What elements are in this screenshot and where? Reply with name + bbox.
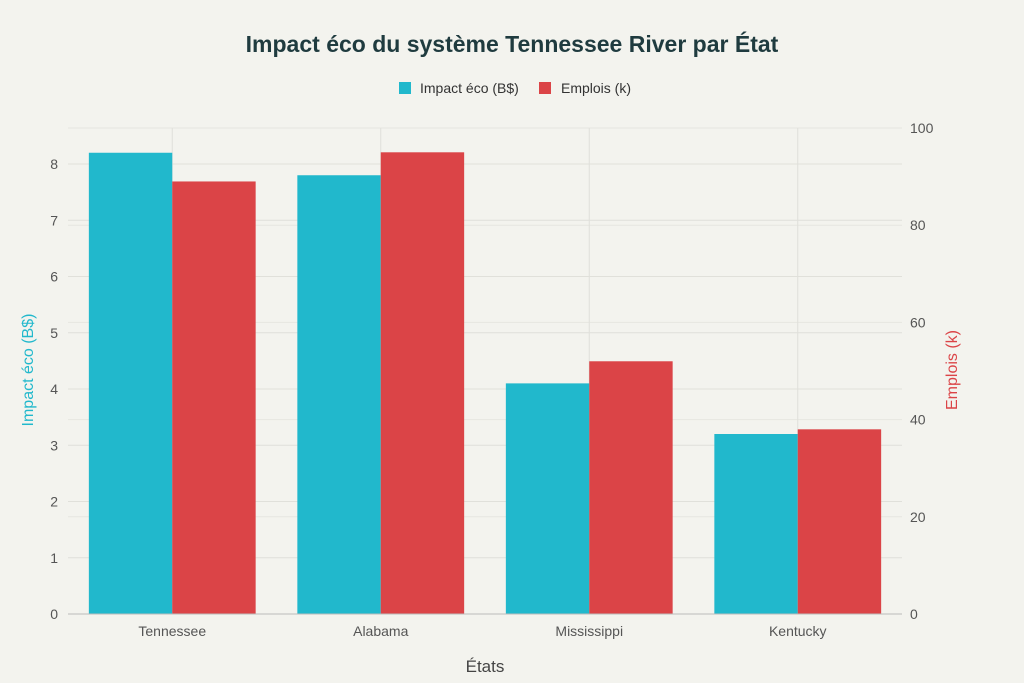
y-left-tick-label: 8 xyxy=(50,156,58,172)
x-axis-title: États xyxy=(466,657,505,676)
bar-impact-kentucky xyxy=(714,434,798,614)
y-right-tick-label: 0 xyxy=(910,606,918,622)
x-tick-label: Alabama xyxy=(353,623,408,639)
bar-emplois-tennessee xyxy=(172,181,256,614)
legend-label-impact: Impact éco (B$) xyxy=(420,80,519,96)
y-axis-left-title: Impact éco (B$) xyxy=(20,314,37,427)
y-axis-right-ticks: 0 20 40 60 80 100 xyxy=(910,120,934,622)
y-axis-left-ticks: 0 1 2 3 4 5 6 7 8 xyxy=(50,156,58,622)
bar-impact-mississippi xyxy=(505,383,590,614)
legend-swatch-impact xyxy=(399,82,411,94)
bar-impact-tennessee xyxy=(88,152,173,614)
y-right-tick-label: 100 xyxy=(910,120,934,136)
x-tick-label: Tennessee xyxy=(138,623,206,639)
y-left-tick-label: 2 xyxy=(50,494,58,510)
y-left-tick-label: 3 xyxy=(50,437,58,453)
y-left-tick-label: 5 xyxy=(50,325,58,341)
x-tick-label: Mississippi xyxy=(555,623,623,639)
chart-title: Impact éco du système Tennessee River pa… xyxy=(246,30,779,57)
y-right-tick-label: 80 xyxy=(910,217,926,233)
bars xyxy=(88,152,882,615)
bar-emplois-mississippi xyxy=(589,361,673,614)
y-left-tick-label: 1 xyxy=(50,550,58,566)
bar-emplois-kentucky xyxy=(797,429,882,614)
y-left-tick-label: 6 xyxy=(50,269,58,285)
legend: Impact éco (B$) Emplois (k) xyxy=(399,80,631,96)
y-right-tick-label: 20 xyxy=(910,509,926,525)
y-left-tick-label: 0 xyxy=(50,606,58,622)
x-tick-label: Kentucky xyxy=(769,623,827,639)
x-axis-ticks: Tennessee Alabama Mississippi Kentucky xyxy=(138,623,826,639)
y-axis-right-title: Emplois (k) xyxy=(944,330,961,410)
bar-emplois-alabama xyxy=(380,152,465,615)
bar-impact-alabama xyxy=(297,175,381,614)
legend-swatch-emplois xyxy=(539,82,551,94)
y-right-tick-label: 60 xyxy=(910,314,926,330)
y-left-tick-label: 7 xyxy=(50,212,58,228)
y-right-tick-label: 40 xyxy=(910,412,926,428)
legend-label-emplois: Emplois (k) xyxy=(561,80,631,96)
y-left-tick-label: 4 xyxy=(50,381,58,397)
